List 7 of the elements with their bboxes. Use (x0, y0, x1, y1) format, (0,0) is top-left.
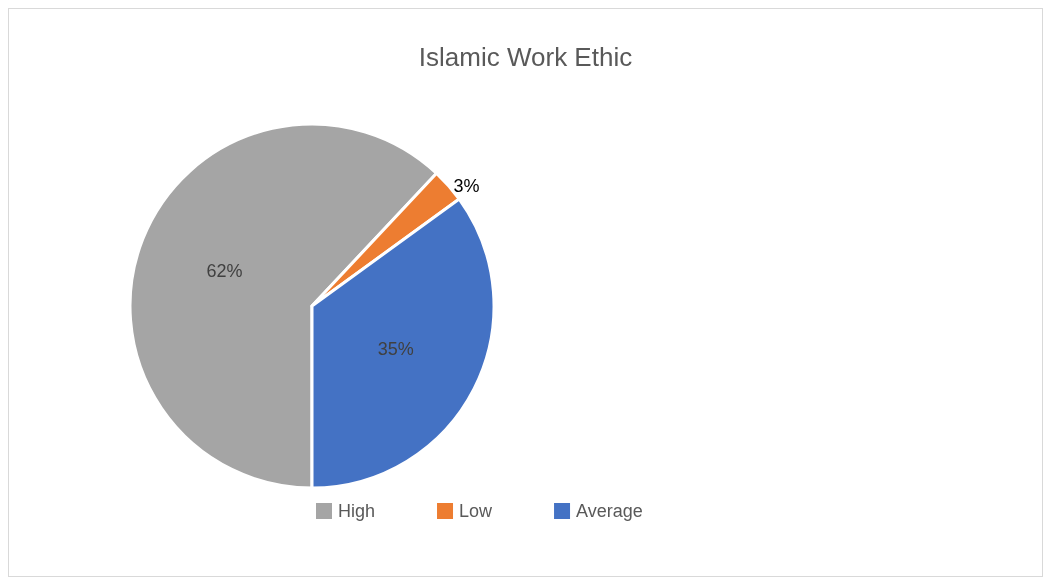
data-label: 35% (377, 338, 414, 359)
chart-title: Islamic Work Ethic (418, 42, 633, 72)
legend-label: High (338, 501, 376, 521)
legend-label: Low (459, 501, 494, 521)
data-label: 62% (206, 261, 243, 282)
legend-label: Average (576, 501, 643, 521)
data-label: 3% (453, 175, 480, 196)
